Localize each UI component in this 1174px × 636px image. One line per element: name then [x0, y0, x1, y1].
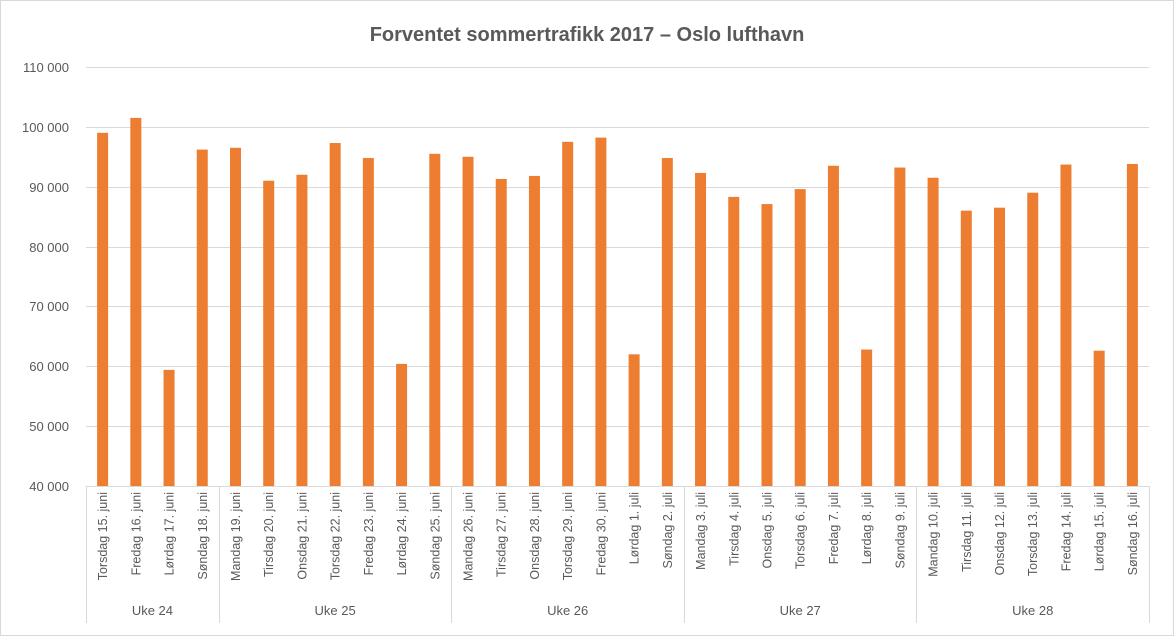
bar — [994, 207, 1006, 486]
x-tick-label: Lørdag 1. juli — [628, 492, 642, 564]
bar — [362, 157, 374, 487]
bar — [1027, 192, 1039, 486]
x-tick-label: Tirsdag 4. juli — [727, 492, 741, 566]
y-axis: 40 000 50 000 60 000 70 000 80 000 90 000 100 … — [22, 60, 69, 494]
week-label: Uke 27 — [780, 603, 821, 618]
bar — [1093, 350, 1105, 486]
bar — [628, 354, 640, 486]
x-tick-label: Torsdag 15. juni — [96, 492, 110, 580]
x-tick-label: Fredag 30. juni — [594, 492, 608, 575]
bar — [861, 349, 873, 486]
y-tick-label: 110 000 — [23, 60, 69, 75]
bar — [263, 180, 275, 486]
bar — [196, 149, 208, 487]
x-tick-label: Lørdag 8. juli — [860, 492, 874, 564]
bar — [728, 196, 740, 486]
bar — [396, 363, 408, 486]
y-tick-label: 100 000 — [22, 120, 69, 135]
x-tick-label: Mandag 26. juni — [462, 492, 476, 581]
x-tick-label: Søndag 9. juli — [893, 492, 907, 568]
x-tick-label: Lørdag 17. juni — [163, 492, 177, 575]
x-axis: Torsdag 15. juni Fredag 16. juni Lørdag 17… — [96, 492, 1140, 581]
x-tick-label: Onsdag 12. juli — [993, 492, 1007, 575]
bar — [894, 167, 906, 486]
bar — [562, 141, 574, 487]
week-label: Uke 25 — [315, 603, 356, 618]
bar — [495, 178, 507, 486]
x-tick-label: Torsdag 6. juli — [794, 492, 808, 569]
bar — [661, 157, 673, 487]
y-tick-label: 50 000 — [29, 419, 69, 434]
y-tick-label: 60 000 — [29, 359, 69, 374]
bar — [296, 174, 308, 486]
bar — [97, 132, 109, 487]
bar — [827, 165, 839, 486]
week-label: Uke 26 — [547, 603, 588, 618]
bar — [595, 137, 607, 487]
x-tick-label: Onsdag 5. juli — [760, 492, 774, 568]
chart-title: Forventet sommertrafikk 2017 – Oslo luft… — [370, 24, 805, 46]
gridlines — [86, 67, 1149, 487]
x-tick-label: Søndag 16. juli — [1126, 492, 1140, 575]
x-tick-label: Søndag 18. juni — [196, 492, 210, 580]
bar — [528, 175, 540, 486]
y-tick-label: 40 000 — [29, 479, 69, 494]
x-tick-label: Lørdag 15. juli — [1093, 492, 1107, 571]
bar — [1126, 163, 1138, 486]
bar — [794, 189, 806, 486]
y-tick-label: 70 000 — [29, 299, 69, 314]
x-tick-label: Mandag 19. juni — [229, 492, 243, 581]
bar — [229, 147, 241, 487]
bar — [130, 117, 142, 486]
x-tick-label: Søndag 25. juni — [428, 492, 442, 580]
bar — [761, 204, 773, 486]
bar — [163, 369, 175, 486]
bar — [927, 177, 939, 486]
week-groups: Uke 24 Uke 25 Uke 26 Uke 27 Uke 28 — [86, 486, 1150, 623]
x-tick-label: Onsdag 21. juni — [295, 492, 309, 580]
bar — [960, 210, 972, 486]
x-tick-label: Torsdag 22. juni — [329, 492, 343, 580]
bar — [462, 156, 474, 487]
x-tick-label: Fredag 23. juni — [362, 492, 376, 575]
x-tick-label: Torsdag 29. juni — [561, 492, 575, 580]
bar — [329, 143, 341, 487]
x-tick-label: Mandag 10. juli — [927, 492, 941, 577]
week-label: Uke 24 — [132, 603, 173, 618]
bar — [695, 172, 707, 486]
x-tick-label: Tirsdag 11. juli — [960, 492, 974, 572]
x-tick-label: Lørdag 24. juni — [395, 492, 409, 575]
x-tick-label: Mandag 3. juli — [694, 492, 708, 570]
x-tick-label: Torsdag 13. juli — [1026, 492, 1040, 576]
bar — [1060, 164, 1072, 486]
bar — [429, 153, 441, 487]
y-tick-label: 90 000 — [29, 180, 69, 195]
y-tick-label: 80 000 — [29, 240, 69, 255]
week-label: Uke 28 — [1012, 603, 1053, 618]
bars — [97, 117, 1138, 487]
x-tick-label: Onsdag 28. juni — [528, 492, 542, 580]
x-tick-label: Fredag 14. juli — [1059, 492, 1073, 571]
x-tick-label: Tirsdag 27. juni — [495, 492, 509, 577]
x-tick-label: Fredag 7. juli — [827, 492, 841, 564]
x-tick-label: Tirsdag 20. juni — [262, 492, 276, 577]
x-tick-label: Søndag 2. juli — [661, 492, 675, 568]
x-tick-label: Fredag 16. juni — [129, 492, 143, 575]
